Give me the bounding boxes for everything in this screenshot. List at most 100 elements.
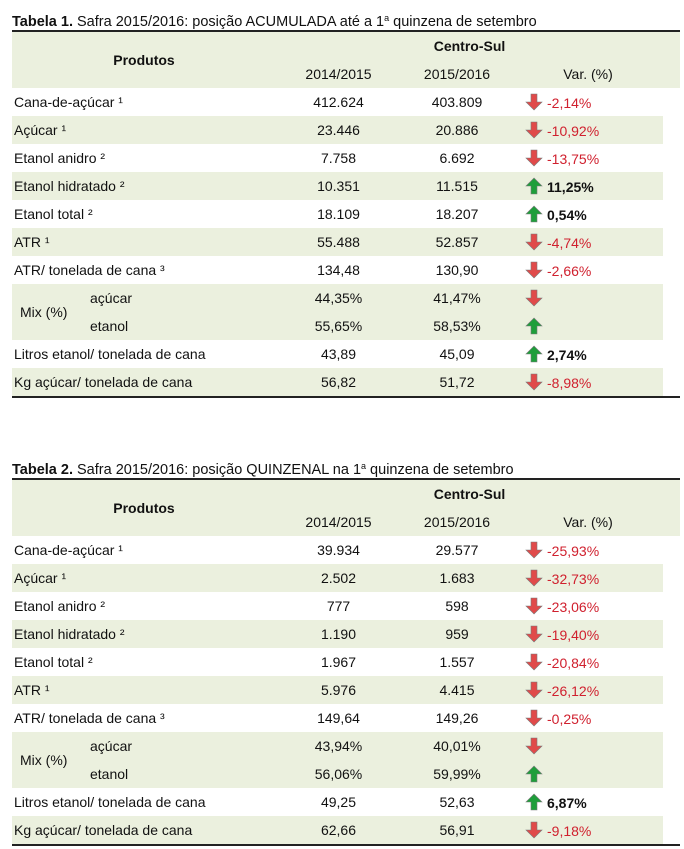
variation-cell: -32,73% xyxy=(513,564,663,592)
variation-value: 2,74% xyxy=(547,347,587,363)
data-table-1: Produtos Centro-Sul 2014/2015 2015/2016 … xyxy=(12,30,681,398)
header-gap xyxy=(663,478,681,536)
variation-value: 6,87% xyxy=(547,795,587,811)
value-2015: 41,47% xyxy=(433,290,481,306)
table-2-block: Tabela 2. Safra 2015/2016: posição QUINZ… xyxy=(12,456,681,846)
row-gap xyxy=(663,620,681,648)
value-2014: 44,35% xyxy=(314,290,363,306)
variation-cell: -26,12% xyxy=(513,676,663,704)
value-2015: 4.415 xyxy=(439,682,475,698)
row-gap xyxy=(663,816,681,846)
value-2014: 55,65% xyxy=(314,318,363,334)
product-label: Etanol hidratado ² xyxy=(14,178,125,194)
value-2015: 6.692 xyxy=(439,150,475,166)
value-2015: 51,72 xyxy=(401,368,513,398)
arrow-down-icon xyxy=(525,541,543,559)
table-row: ATR/ tonelada de cana ³ 149,64 149,26 -0,25… xyxy=(12,704,681,732)
arrow-down-icon xyxy=(525,233,543,251)
value-2014: 56,06% xyxy=(314,766,363,782)
variation-value: 11,25% xyxy=(547,179,594,195)
arrow-up-icon xyxy=(525,345,543,363)
variation-cell: -4,74% xyxy=(513,228,663,256)
value-2014: 56,82 xyxy=(276,368,401,398)
row-gap xyxy=(663,704,681,732)
header-var: Var. (%) xyxy=(563,514,613,530)
value-2015: 11.515 xyxy=(436,178,478,194)
variation-value: 0,54% xyxy=(547,207,587,223)
product-label: Litros etanol/ tonelada de cana xyxy=(14,794,206,810)
value-2015: 45,09 xyxy=(439,346,475,362)
row-gap xyxy=(663,340,681,368)
data-table-2: Produtos Centro-Sul 2014/2015 2015/2016 … xyxy=(12,478,681,846)
mix-acucar-label: açúcar xyxy=(90,738,133,754)
arrow-down-icon xyxy=(525,569,543,587)
variation-cell: -0,25% xyxy=(513,704,663,732)
variation-value: -25,93% xyxy=(547,543,600,559)
caption-bold: Tabela 2. xyxy=(12,462,73,478)
table-row: Cana-de-açúcar ¹ 39.934 29.577 -25,93% xyxy=(12,536,681,564)
variation-cell xyxy=(513,312,663,340)
product-label: ATR ¹ xyxy=(14,234,50,250)
arrow-down-icon xyxy=(525,373,543,391)
value-2015: 1.683 xyxy=(439,570,475,586)
variation-cell xyxy=(513,284,663,312)
header-var: Var. (%) xyxy=(563,66,613,82)
product-label: Açúcar ¹ xyxy=(14,570,67,586)
product-label: Etanol anidro ² xyxy=(14,150,106,166)
header-products: Produtos xyxy=(12,478,276,536)
table-row: Etanol total ² 1.967 1.557 -20,84% xyxy=(12,648,681,676)
variation-cell xyxy=(513,760,663,788)
variation-cell: 11,25% xyxy=(513,172,663,200)
mix-label: Mix (%) xyxy=(20,752,68,768)
product-label: ATR/ tonelada de cana ³ xyxy=(14,262,165,278)
row-gap xyxy=(663,760,681,788)
value-2015: 1.557 xyxy=(439,654,475,670)
header-2015: 2015/2016 xyxy=(423,514,491,530)
variation-value: -4,74% xyxy=(547,235,592,251)
value-2014: 55.488 xyxy=(317,234,360,250)
row-gap xyxy=(663,368,681,398)
variation-cell: 6,87% xyxy=(513,788,663,816)
table-row: Cana-de-açúcar ¹ 412.624 403.809 -2,14% xyxy=(12,88,681,116)
row-gap xyxy=(663,116,681,144)
variation-value: -26,12% xyxy=(547,683,600,699)
table-2-caption: Tabela 2. Safra 2015/2016: posição QUINZ… xyxy=(12,456,680,478)
value-2014: 23.446 xyxy=(317,122,360,138)
header-region: Centro-Sul xyxy=(276,478,664,508)
variation-value: -2,66% xyxy=(547,263,592,279)
variation-cell: -23,06% xyxy=(513,592,663,620)
table-row: Etanol hidratado ² 1.190 959 -19,40% xyxy=(12,620,681,648)
arrow-down-icon xyxy=(525,737,543,755)
row-gap xyxy=(663,172,681,200)
value-2014: 2.502 xyxy=(320,570,357,586)
arrow-down-icon xyxy=(525,821,543,839)
product-label: Etanol total ² xyxy=(14,654,93,670)
variation-cell: -10,92% xyxy=(513,116,663,144)
table-row: Etanol hidratado ² 10.351 11.515 11,25% xyxy=(12,172,681,200)
product-label: Açúcar ¹ xyxy=(14,122,67,138)
row-gap xyxy=(663,144,681,172)
arrow-down-icon xyxy=(525,653,543,671)
product-label: Cana-de-açúcar ¹ xyxy=(14,94,123,110)
variation-value: -8,98% xyxy=(547,375,592,391)
value-2014: 39.934 xyxy=(317,542,360,558)
table-row: ATR ¹ 55.488 52.857 -4,74% xyxy=(12,228,681,256)
product-label: Kg açúcar/ tonelada de cana xyxy=(12,368,276,398)
row-gap xyxy=(663,284,681,312)
value-2015: 52.857 xyxy=(435,234,479,250)
arrow-down-icon xyxy=(525,681,543,699)
variation-cell: -20,84% xyxy=(513,648,663,676)
mix-label-cell: Mix (%) açúcar etanol xyxy=(12,732,276,788)
value-2014: 18.109 xyxy=(317,206,360,222)
arrow-up-icon xyxy=(525,793,543,811)
value-2015: 52,63 xyxy=(439,794,475,810)
header-region: Centro-Sul xyxy=(276,30,664,60)
variation-value: -19,40% xyxy=(547,627,600,643)
arrow-down-icon xyxy=(525,121,543,139)
table-1-block: Tabela 1. Safra 2015/2016: posição ACUMU… xyxy=(12,8,681,398)
arrow-up-icon xyxy=(525,317,543,335)
row-gap xyxy=(663,228,681,256)
value-2015: 59,99% xyxy=(433,766,481,782)
arrow-down-icon xyxy=(525,625,543,643)
caption-pre: Safra 2015/2016: posição QUINZENAL na 1 xyxy=(72,462,362,478)
